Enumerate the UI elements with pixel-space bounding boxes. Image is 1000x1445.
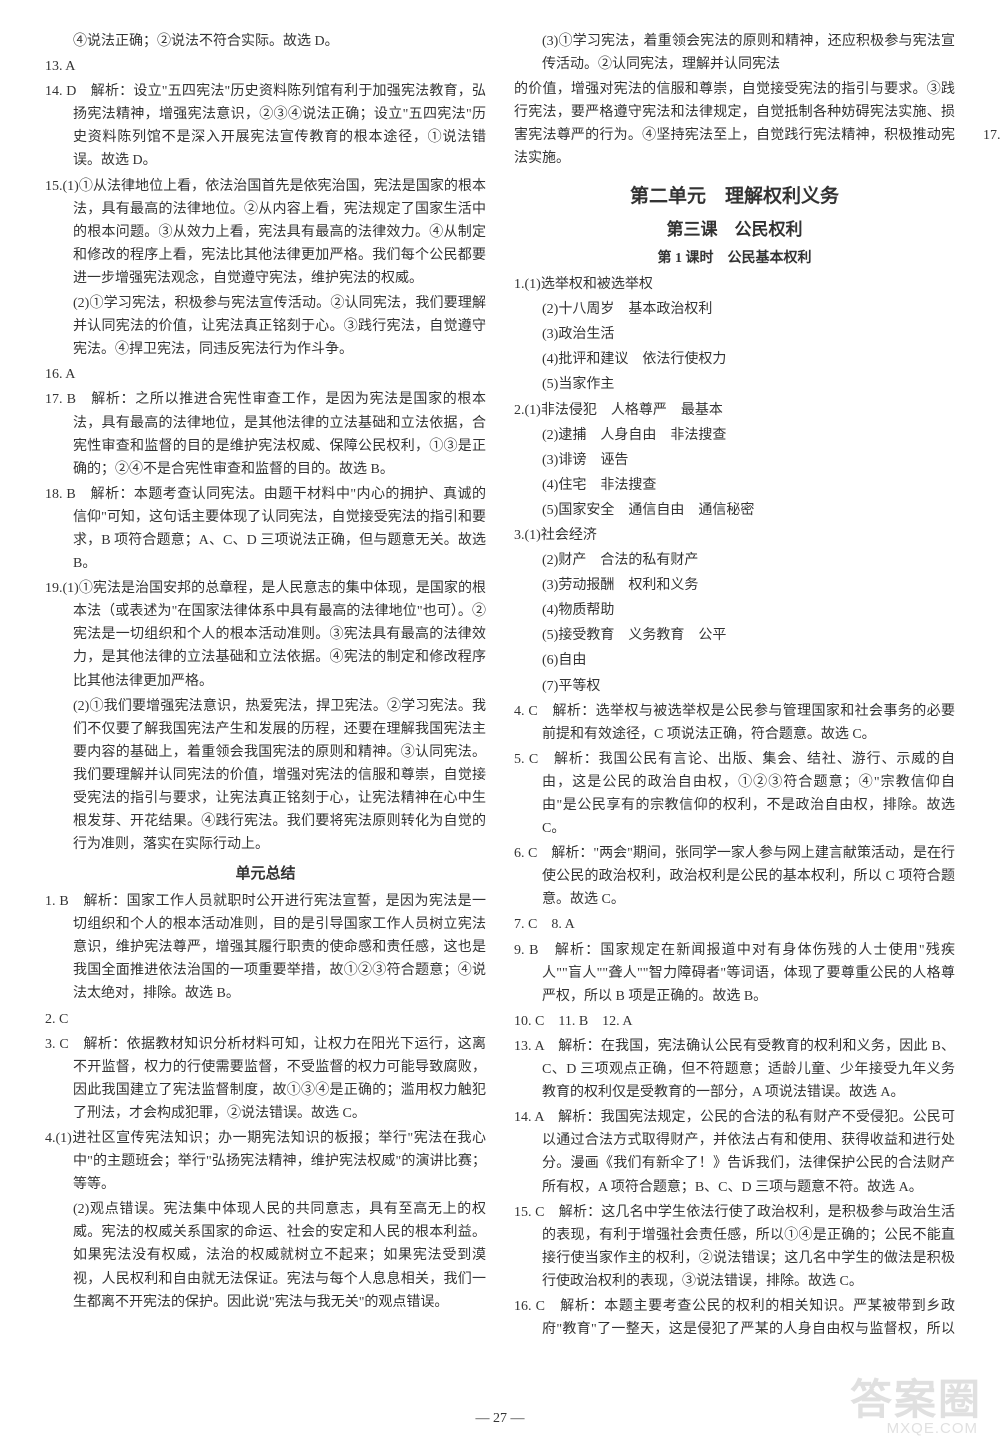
r-q17: 17. A 解析："苏大强表情包"未经许可被商家作为营利性手段，这些商家的行为侵… [983, 124, 1000, 193]
lesson3-header: 第三课 公民权利 [514, 216, 955, 244]
q14: 14. D 解析：设立"五四宪法"历史资料陈列馆有利于加强宪法教育，弘扬宪法精神… [45, 80, 486, 172]
r-q3-6: (6)自由 [514, 649, 955, 672]
r-q2-1: 2.(1)非法侵犯 人格尊严 最基本 [514, 399, 955, 422]
r-q1-3: (3)政治生活 [514, 323, 955, 346]
r-q1-4: (4)批评和建议 依法行使权力 [514, 348, 955, 371]
r-q9: 9. B 解析：国家规定在新闻报道中对有身体伤残的人士使用"残疾人""盲人""聋… [514, 939, 955, 1008]
us-q2: 2. C [45, 1008, 486, 1031]
p12-suffix: ④说法正确；②说法不符合实际。故选 D。 [45, 30, 486, 53]
unit-summary-header: 单元总结 [45, 862, 486, 887]
r-q2-2: (2)逮捕 人身自由 非法搜查 [514, 424, 955, 447]
q13: 13. A [45, 55, 486, 78]
us-q4-1: 4.(1)进社区宣传宪法知识；办一期宪法知识的板报；举行"宪法在我心中"的主题班… [45, 1127, 486, 1196]
r-q2-5: (5)国家安全 通信自由 通信秘密 [514, 499, 955, 522]
r-q3-7: (7)平等权 [514, 675, 955, 698]
r-q15: 15. C 解析：这几名中学生依法行使了政治权利，是积极参与政治生活的表现，有利… [514, 1201, 955, 1293]
watermark-main: 答案圈 [850, 1366, 982, 1427]
q17: 17. B 解析：之所以推进合宪性审查工作，是因为宪法是国家的根本法，具有最高的… [45, 388, 486, 480]
r-q2-4: (4)住宅 非法搜查 [514, 474, 955, 497]
r-q7-8: 7. C 8. A [514, 913, 955, 936]
r-q13: 13. A 解析：在我国，宪法确认公民有受教育的权利和义务，因此 B、C、D 三… [514, 1035, 955, 1104]
unit2-header: 第二单元 理解权利义务 [514, 181, 955, 212]
continuation: 的价值，增强对宪法的信服和尊崇，自觉接受宪法的指引与要求。③践行宪法，要严格遵守… [514, 78, 955, 170]
r-q1-1: 1.(1)选举权和被选举权 [514, 273, 955, 296]
q18: 18. B 解析：本题考查认同宪法。由题干材料中"内心的拥护、真诚的信仰"可知，… [45, 483, 486, 575]
period1-header: 第 1 课时 公民基本权利 [514, 247, 955, 270]
page-content: ④说法正确；②说法不符合实际。故选 D。 13. A 14. D 解析：设立"五… [0, 0, 1000, 1370]
q15-1: 15.(1)①从法律地位上看，依法治国首先是依宪治国，宪法是国家的根本法，具有最… [45, 175, 486, 290]
r-q6: 6. C 解析："两会"期间，张同学一家人参与网上建言献策活动，是在行使公民的政… [514, 842, 955, 911]
q19-1: 19.(1)①宪法是治国安邦的总章程，是人民意志的集中体现，是国家的根本法（或表… [45, 577, 486, 692]
q16: 16. A [45, 363, 486, 386]
r-q5: 5. C 解析：我国公民有言论、出版、集会、结社、游行、示威的自由，这是公民的政… [514, 748, 955, 840]
r-q3-4: (4)物质帮助 [514, 599, 955, 622]
us-q3: 3. C 解析：依据教材知识分析材料可知，让权力在阳光下运行，这离不开监督，权力… [45, 1033, 486, 1125]
q15-2: (2)①学习宪法，积极参与宪法宣传活动。②认同宪法，我们要理解并认同宪法的价值，… [45, 292, 486, 361]
r-q14: 14. A 解析：我国宪法规定，公民的合法的私有财产不受侵犯。公民可以通过合法方… [514, 1106, 955, 1198]
r-q3-1: 3.(1)社会经济 [514, 524, 955, 547]
watermark-sub: MXQE.COM [887, 1420, 978, 1437]
us-q4-3: (3)①学习宪法，着重领会宪法的原则和精神，还应积极参与宪法宣传活动。②认同宪法… [514, 30, 955, 76]
us-q1: 1. B 解析：国家工作人员就职时公开进行宪法宣誓，是因为宪法是一切组织和个人的… [45, 890, 486, 1005]
us-q4-2: (2)观点错误。宪法集中体现人民的共同意志，具有至高无上的权威。宪法的权威关系国… [45, 1198, 486, 1313]
r-q3-5: (5)接受教育 义务教育 公平 [514, 624, 955, 647]
r-q3-2: (2)财产 合法的私有财产 [514, 549, 955, 572]
q19-2: (2)①我们要增强宪法意识，热爱宪法，捍卫宪法。②学习宪法。我们不仅要了解我国宪… [45, 695, 486, 857]
r-q1-2: (2)十八周岁 基本政治权利 [514, 298, 955, 321]
r-q1-5: (5)当家作主 [514, 373, 955, 396]
r-q4: 4. C 解析：选举权与被选举权是公民参与管理国家和社会事务的必要前提和有效途径… [514, 700, 955, 746]
r-q10-12: 10. C 11. B 12. A [514, 1010, 955, 1033]
r-q3-3: (3)劳动报酬 权利和义务 [514, 574, 955, 597]
r-q2-3: (3)诽谤 诬告 [514, 449, 955, 472]
